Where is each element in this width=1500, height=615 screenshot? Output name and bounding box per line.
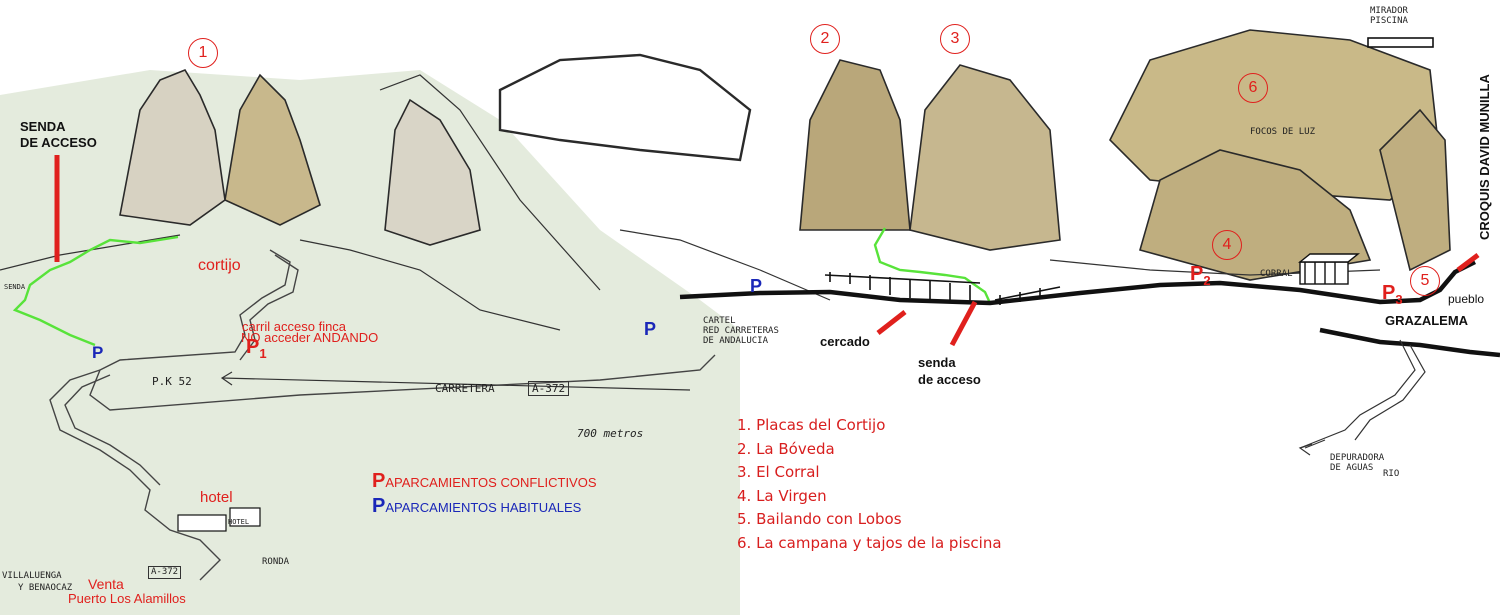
depuradora-line1: DEPURADORA xyxy=(1330,453,1385,463)
road-code-label: A-372 xyxy=(528,381,570,396)
parking-legend-habituales: PAPARCAMIENTOS HABITUALES xyxy=(372,495,581,518)
cortijo-label: cortijo xyxy=(198,257,241,274)
cartel-line1: CARTEL xyxy=(703,316,736,326)
road-arrows xyxy=(220,371,1326,456)
senda-small-label: SENDA xyxy=(4,283,26,291)
road-code-bottom-label: A-372 xyxy=(148,566,182,579)
carril-label: carril acceso finca xyxy=(242,319,347,334)
sector-circle-2: 2 xyxy=(810,24,840,54)
corral-building xyxy=(1298,253,1360,285)
cartel-line3: DE ANDALUCIA xyxy=(703,336,769,346)
focos-label: FOCOS DE LUZ xyxy=(1250,127,1316,137)
sector-circle-1: 1 xyxy=(188,38,218,68)
depuradora-line2: DE AGUAS xyxy=(1330,463,1374,473)
parking-legend-conflictivos-text: APARCAMIENTOS CONFLICTIVOS xyxy=(385,475,597,490)
senda-acceso-center-line2: de acceso xyxy=(918,372,981,387)
main-road-a372 xyxy=(679,259,1477,306)
sector-legend: 1. Placas del Cortijo 2. La Bóveda 3. El… xyxy=(737,414,1002,555)
hotel-building xyxy=(177,507,261,532)
corral-label: CORRAL xyxy=(1260,269,1293,279)
parking-legend-conflictivos: PAPARCAMIENTOS CONFLICTIVOS xyxy=(372,470,597,493)
mirador-line1: MIRADOR xyxy=(1370,6,1408,16)
mirador-label: MIRADOR PISCINA xyxy=(1370,6,1408,26)
senda-acceso-left-line2: DE ACCESO xyxy=(20,135,97,150)
parking-marker-p2: P2 xyxy=(1190,263,1211,288)
venta-label: Venta xyxy=(88,576,124,592)
mirador-line2: PISCINA xyxy=(1370,16,1408,26)
access-markers xyxy=(54,155,1480,347)
legend-item-6: 6. La campana y tajos de la piscina xyxy=(737,533,1002,552)
legend-item-2: 2. La Bóveda xyxy=(737,439,835,458)
villaluenga2-label: Y BENAOCAZ xyxy=(18,583,73,593)
pk-label: P.K 52 xyxy=(152,375,192,388)
river xyxy=(1299,339,1416,449)
villaluenga-label: VILLALUENGA xyxy=(2,571,62,581)
road-to-grazalema xyxy=(1319,327,1500,358)
carretera-label: CARRETERA xyxy=(435,382,495,395)
parking-marker-p1: P1 xyxy=(246,336,267,361)
depuradora-label: DEPURADORA DE AGUAS xyxy=(1330,453,1384,473)
parking-marker-p3: P3 xyxy=(1382,282,1403,307)
hotel-label: hotel xyxy=(200,489,233,506)
parking-marker-habitual-1: P xyxy=(92,343,104,362)
senda-acceso-center-line1: senda xyxy=(918,355,956,370)
parking-marker-habitual-2: P xyxy=(644,319,657,339)
rio-label: RIO xyxy=(1383,469,1400,479)
river-bank xyxy=(1354,344,1426,441)
senda-acceso-left-line1: SENDA xyxy=(20,119,66,134)
sector-circle-3: 3 xyxy=(940,24,970,54)
rock-formations xyxy=(119,29,1451,281)
mirador-sign xyxy=(1367,37,1434,48)
no-acceder-label: NO acceder ANDANDO xyxy=(241,330,379,345)
legend-item-5: 5. Bailando con Lobos xyxy=(737,510,902,528)
cercado-label: cercado xyxy=(820,334,870,349)
fence xyxy=(824,272,1061,305)
croquis-credit: CROQUIS DAVID MUNILLA xyxy=(1477,74,1492,240)
sector-circle-6: 6 xyxy=(1238,73,1268,103)
parking-legend-habituales-text: APARCAMIENTOS HABITUALES xyxy=(385,500,582,515)
senda-acceso-left-label: SENDA DE ACCESO xyxy=(20,120,97,149)
puerto-label: Puerto Los Alamillos xyxy=(68,591,186,606)
approach-trails xyxy=(12,227,992,347)
ronda-label: RONDA xyxy=(262,557,290,567)
parking-legend-habituales-p: P xyxy=(372,495,386,517)
distance-label: 700 metros xyxy=(577,427,644,440)
grazalema-label: GRAZALEMA xyxy=(1385,313,1469,328)
hotel-small-label: HOTEL xyxy=(228,518,250,526)
pueblo-label: pueblo xyxy=(1448,292,1485,306)
cartel-line2: RED CARRETERAS xyxy=(703,326,779,336)
cartel-label: CARTEL RED CARRETERAS DE ANDALUCIA xyxy=(703,316,779,346)
sector-circle-4: 4 xyxy=(1212,230,1242,260)
senda-acceso-center-label: senda de acceso xyxy=(918,356,981,386)
legend-item-4: 4. La Virgen xyxy=(737,486,827,505)
parking-legend-conflictivos-p: P xyxy=(372,470,386,492)
legend-item-3: 3. El Corral xyxy=(737,463,820,481)
parking-marker-habitual-3: P xyxy=(750,276,763,296)
sector-circle-5: 5 xyxy=(1410,266,1440,296)
legend-item-1: 1. Placas del Cortijo xyxy=(737,416,886,434)
